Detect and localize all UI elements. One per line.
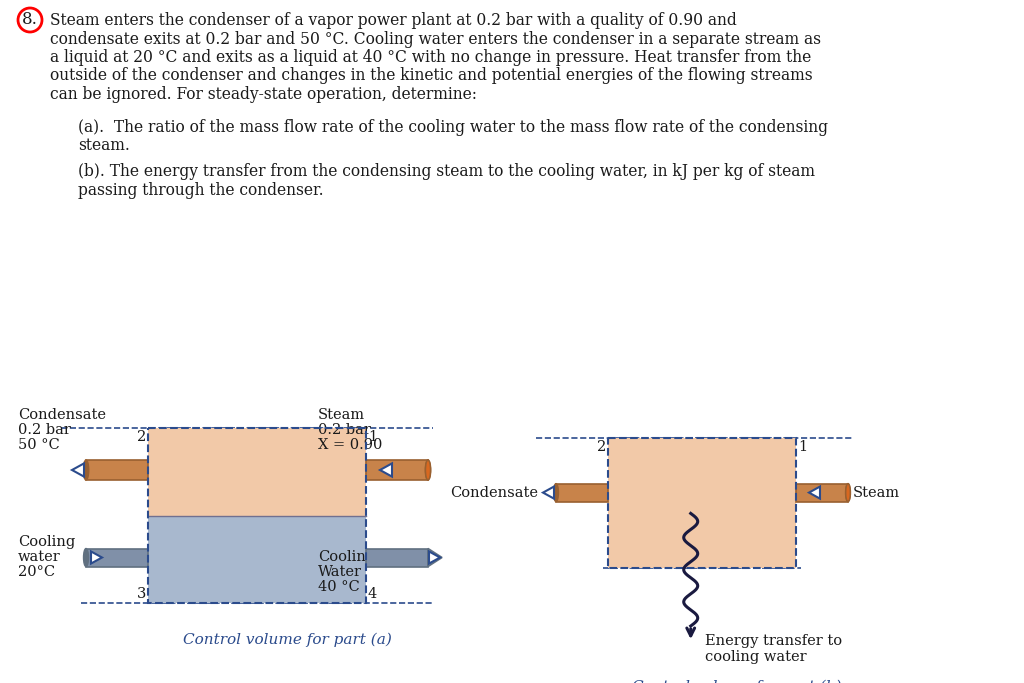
Polygon shape xyxy=(429,551,440,563)
Polygon shape xyxy=(72,463,84,477)
Polygon shape xyxy=(91,551,102,563)
Text: 1: 1 xyxy=(368,430,377,444)
Text: 0.2 bar: 0.2 bar xyxy=(18,423,71,437)
Text: can be ignored. For steady-state operation, determine:: can be ignored. For steady-state operati… xyxy=(50,86,477,103)
Text: Steam: Steam xyxy=(853,486,900,499)
Polygon shape xyxy=(428,548,442,566)
Ellipse shape xyxy=(554,484,558,501)
Text: 8.: 8. xyxy=(23,12,38,29)
Text: steam.: steam. xyxy=(78,137,130,154)
Text: 20°C: 20°C xyxy=(18,565,55,579)
Ellipse shape xyxy=(846,484,851,501)
Text: (a).  The ratio of the mass flow rate of the cooling water to the mass flow rate: (a). The ratio of the mass flow rate of … xyxy=(78,118,828,135)
Text: 0.2 bar: 0.2 bar xyxy=(318,423,371,437)
Polygon shape xyxy=(543,486,554,499)
Text: 4: 4 xyxy=(368,587,377,601)
Text: 50 °C: 50 °C xyxy=(18,438,59,452)
Ellipse shape xyxy=(846,484,850,501)
Ellipse shape xyxy=(83,460,89,480)
Text: water: water xyxy=(18,550,60,564)
Bar xyxy=(796,484,848,501)
Polygon shape xyxy=(380,463,392,477)
Ellipse shape xyxy=(426,460,430,480)
Text: Condensate: Condensate xyxy=(450,486,538,499)
Bar xyxy=(608,438,796,568)
Text: passing through the condenser.: passing through the condenser. xyxy=(78,182,324,199)
Text: 1: 1 xyxy=(798,440,807,454)
Bar xyxy=(608,438,796,568)
Text: Condensate: Condensate xyxy=(18,408,106,422)
Text: a liquid at 20 °C and exits as a liquid at 40 °C with no change in pressure. Hea: a liquid at 20 °C and exits as a liquid … xyxy=(50,49,811,66)
Bar xyxy=(366,460,428,480)
Bar xyxy=(86,460,148,480)
Bar xyxy=(556,484,608,501)
Text: Water: Water xyxy=(318,565,362,579)
Text: Energy transfer to: Energy transfer to xyxy=(705,634,842,648)
Text: 3: 3 xyxy=(136,587,146,601)
Bar xyxy=(148,428,366,516)
Text: 40 °C: 40 °C xyxy=(318,580,359,594)
Text: Steam: Steam xyxy=(318,408,366,422)
Polygon shape xyxy=(809,486,820,499)
Text: (b). The energy transfer from the condensing steam to the cooling water, in kJ p: (b). The energy transfer from the conden… xyxy=(78,163,815,180)
Ellipse shape xyxy=(425,460,431,480)
Text: X = 0.90: X = 0.90 xyxy=(318,438,382,452)
Text: Cooling: Cooling xyxy=(318,550,375,564)
Text: Cooling: Cooling xyxy=(18,535,75,549)
Text: Control volume for part (a): Control volume for part (a) xyxy=(182,633,391,647)
Text: condensate exits at 0.2 bar and 50 °C. Cooling water enters the condenser in a s: condensate exits at 0.2 bar and 50 °C. C… xyxy=(50,31,821,48)
Text: 2: 2 xyxy=(137,430,146,444)
Bar xyxy=(148,516,366,603)
Text: outside of the condenser and changes in the kinetic and potential energies of th: outside of the condenser and changes in … xyxy=(50,68,813,85)
Bar xyxy=(366,548,428,566)
Bar xyxy=(148,428,366,603)
Text: 2: 2 xyxy=(597,440,606,454)
Ellipse shape xyxy=(84,548,88,566)
Text: cooling water: cooling water xyxy=(705,650,806,664)
Bar xyxy=(86,548,148,566)
Text: Steam enters the condenser of a vapor power plant at 0.2 bar with a quality of 0: Steam enters the condenser of a vapor po… xyxy=(50,12,736,29)
Text: Control volume for part (b): Control volume for part (b) xyxy=(632,680,842,683)
